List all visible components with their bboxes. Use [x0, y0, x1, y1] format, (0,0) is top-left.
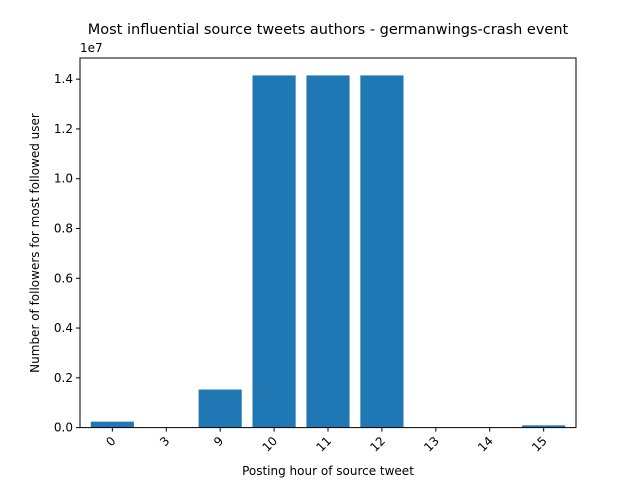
bar-hour-12 — [360, 75, 404, 428]
y-tick-label: 0.0 — [54, 421, 73, 435]
chart-title: Most influential source tweets authors -… — [88, 22, 569, 38]
plot-area-frame — [79, 57, 577, 429]
bar-hour-11 — [306, 75, 350, 428]
y-axis-offset-text: 1e7 — [80, 41, 103, 55]
x-tick-label: 15 — [529, 434, 550, 455]
y-axis-ticks: 0.0 0.2 0.4 0.6 0.8 1.0 1.2 1.4 — [54, 72, 80, 435]
y-tick-label: 0.4 — [54, 321, 73, 335]
x-tick-label: 9 — [211, 434, 226, 449]
y-tick-label: 1.4 — [54, 72, 73, 86]
y-tick-label: 1.0 — [54, 172, 73, 186]
x-tick-label: 3 — [157, 434, 172, 449]
bars-group — [90, 75, 566, 428]
x-tick-label: 13 — [421, 434, 442, 455]
x-tick-label: 14 — [475, 434, 496, 455]
x-tick-label: 11 — [313, 434, 334, 455]
x-axis-label: Posting hour of source tweet — [242, 464, 414, 478]
bar-hour-9 — [198, 389, 242, 428]
x-tick-label: 0 — [103, 434, 118, 449]
bar-hour-0 — [90, 421, 134, 428]
bar-hour-15 — [522, 425, 566, 428]
y-tick-label: 0.8 — [54, 221, 73, 235]
y-axis-label: Number of followers for most followed us… — [28, 113, 42, 373]
x-tick-label: 12 — [367, 434, 388, 455]
y-tick-label: 1.2 — [54, 122, 73, 136]
x-axis-ticks: 0 3 9 10 11 12 13 14 15 — [103, 427, 550, 455]
x-tick-label: 10 — [260, 434, 281, 455]
y-tick-label: 0.6 — [54, 271, 73, 285]
bar-hour-10 — [252, 75, 296, 428]
y-tick-label: 0.2 — [54, 371, 73, 385]
